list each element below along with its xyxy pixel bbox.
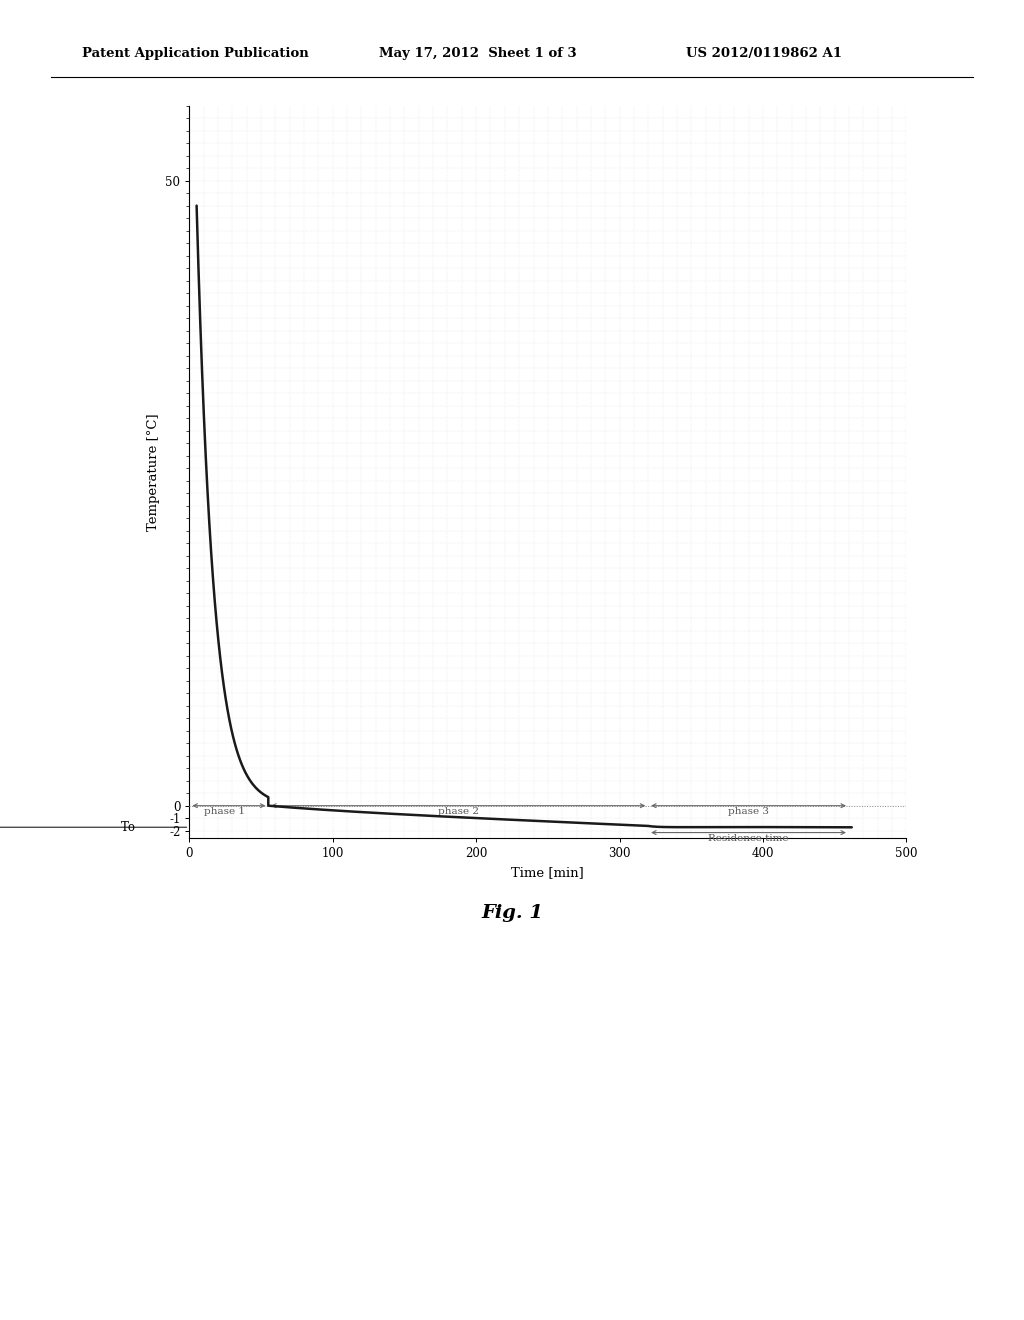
Text: Residence time: Residence time	[709, 834, 788, 843]
Text: US 2012/0119862 A1: US 2012/0119862 A1	[686, 46, 842, 59]
Text: phase 3: phase 3	[728, 808, 769, 816]
Y-axis label: Temperature [°C]: Temperature [°C]	[146, 413, 160, 531]
Text: Fig. 1: Fig. 1	[481, 904, 543, 923]
Text: Patent Application Publication: Patent Application Publication	[82, 46, 308, 59]
Text: Tᴏ: Tᴏ	[121, 821, 135, 834]
Text: May 17, 2012  Sheet 1 of 3: May 17, 2012 Sheet 1 of 3	[379, 46, 577, 59]
X-axis label: Time [min]: Time [min]	[511, 866, 585, 879]
Text: phase 2: phase 2	[437, 808, 479, 816]
Text: phase 1: phase 1	[205, 808, 246, 816]
